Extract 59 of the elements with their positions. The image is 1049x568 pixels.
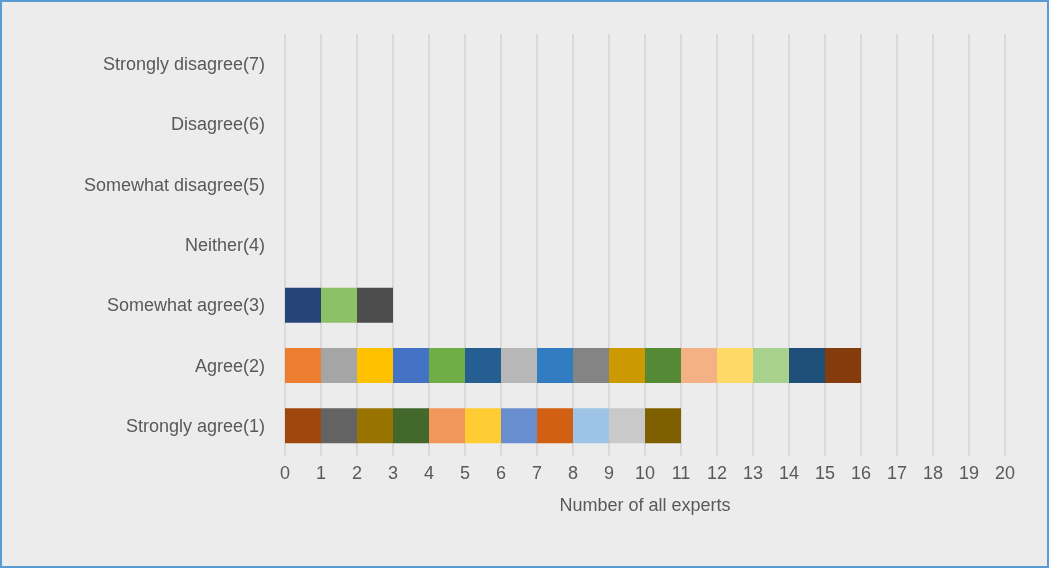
x-tick-label: 5	[459, 463, 471, 483]
x-tick-label: 8	[567, 463, 579, 483]
bar	[285, 348, 321, 384]
bar	[537, 408, 573, 444]
bar	[825, 348, 861, 384]
y-tick-label: Somewhat agree(3)	[106, 295, 265, 316]
x-tick-label: 13	[742, 463, 764, 483]
bar	[465, 408, 501, 444]
bar	[681, 348, 717, 384]
bar	[321, 408, 357, 444]
bar	[357, 408, 393, 444]
x-tick-label: 19	[958, 463, 980, 483]
bar	[753, 348, 789, 384]
bar	[393, 408, 429, 444]
bar	[357, 287, 393, 323]
x-tick-label: 2	[351, 463, 363, 483]
bar	[429, 408, 465, 444]
bar	[573, 408, 609, 444]
bar	[285, 287, 321, 323]
y-tick-label: Neither(4)	[184, 235, 265, 255]
bar	[573, 348, 609, 384]
bar	[357, 348, 393, 384]
bar	[321, 287, 357, 323]
x-tick-label: 12	[706, 463, 728, 483]
x-tick-label: 9	[603, 463, 615, 483]
bar	[465, 348, 501, 384]
x-axis-title: Number of all experts	[559, 495, 731, 515]
x-tick-label: 1	[315, 463, 327, 483]
bar	[285, 408, 321, 444]
x-tick-label: 4	[423, 463, 435, 483]
x-tick-label: 18	[922, 463, 944, 483]
bar	[717, 348, 753, 384]
bar	[501, 408, 537, 444]
x-tick-label: 10	[634, 463, 656, 483]
x-tick-label: 20	[994, 463, 1016, 483]
bar	[645, 408, 681, 444]
y-tick-label: Strongly agree(1)	[125, 415, 265, 436]
bar	[429, 348, 465, 384]
y-tick-label: Agree(2)	[194, 355, 265, 376]
y-tick-label: Strongly disagree(7)	[102, 54, 265, 75]
y-tick-label: Somewhat disagree(5)	[83, 174, 265, 195]
x-tick-label: 6	[495, 463, 507, 483]
bar	[537, 348, 573, 384]
x-tick-label: 11	[671, 463, 691, 483]
bar	[501, 348, 537, 384]
bar	[789, 348, 825, 384]
bar	[609, 348, 645, 384]
x-tick-label: 14	[778, 463, 800, 483]
bar	[393, 348, 429, 384]
bar	[321, 348, 357, 384]
x-tick-label: 16	[850, 463, 872, 483]
x-tick-label: 0	[279, 463, 291, 483]
x-tick-label: 15	[814, 463, 836, 483]
x-tick-label: 3	[387, 463, 399, 483]
x-tick-label: 17	[886, 463, 908, 483]
y-tick-label: Disagree(6)	[170, 114, 265, 135]
bar	[645, 348, 681, 384]
bar	[609, 408, 645, 444]
x-tick-label: 7	[531, 463, 543, 483]
